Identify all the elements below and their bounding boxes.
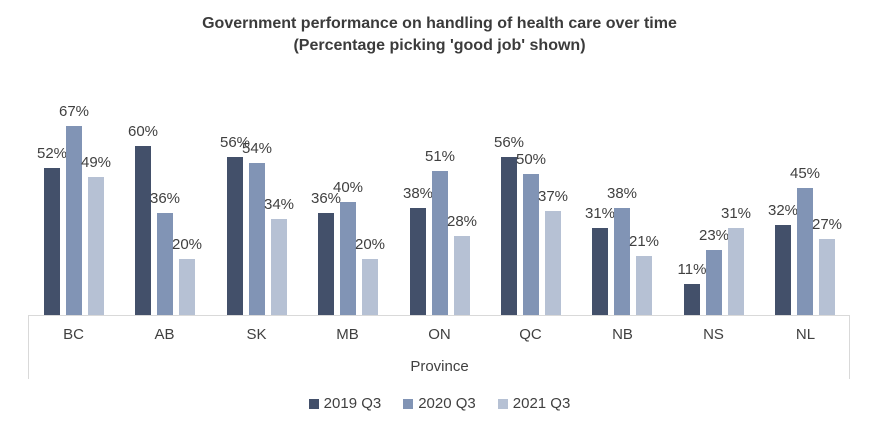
chart-title-line2: (Percentage picking 'good job' shown) xyxy=(293,37,586,54)
data-label-ON-2020-Q3: 51% xyxy=(424,148,456,165)
data-label-MB-2019-Q3: 36% xyxy=(310,190,342,207)
data-label-QC-2019-Q3: 56% xyxy=(493,134,525,151)
data-label-BC-2020-Q3: 67% xyxy=(58,103,90,120)
legend-item-2021-Q3: 2021 Q3 xyxy=(497,395,571,412)
data-label-ON-2019-Q3: 38% xyxy=(402,185,434,202)
x-axis-label-NS: NS xyxy=(703,326,724,343)
bar-ON-2021-Q3 xyxy=(454,236,470,315)
legend: 2019 Q3 2020 Q3 2021 Q3 xyxy=(0,396,879,412)
data-label-NS-2021-Q3: 31% xyxy=(720,205,752,222)
data-label-MB-2020-Q3: 40% xyxy=(332,179,364,196)
legend-label: 2021 Q3 xyxy=(512,395,571,412)
bar-ON-2019-Q3 xyxy=(410,208,426,315)
x-axis-title: Province xyxy=(410,358,469,375)
data-label-AB-2021-Q3: 20% xyxy=(171,236,203,253)
data-label-NS-2019-Q3: 11% xyxy=(677,261,707,278)
bar-ON-2020-Q3 xyxy=(432,171,448,315)
bar-AB-2021-Q3 xyxy=(179,259,195,315)
bar-SK-2020-Q3 xyxy=(249,163,265,315)
bar-BC-2019-Q3 xyxy=(44,168,60,315)
data-label-AB-2019-Q3: 60% xyxy=(127,123,159,140)
bar-NB-2019-Q3 xyxy=(592,228,608,315)
data-label-NB-2020-Q3: 38% xyxy=(606,185,638,202)
bar-NS-2019-Q3 xyxy=(684,284,700,315)
x-axis-line xyxy=(28,315,850,379)
bar-BC-2021-Q3 xyxy=(88,177,104,315)
bar-AB-2020-Q3 xyxy=(157,213,173,315)
bar-BC-2020-Q3 xyxy=(66,126,82,315)
legend-swatch-icon xyxy=(497,399,508,409)
data-label-SK-2020-Q3: 54% xyxy=(241,140,273,157)
bar-SK-2019-Q3 xyxy=(227,157,243,315)
legend-swatch-icon xyxy=(308,399,319,409)
bar-MB-2019-Q3 xyxy=(318,213,334,315)
data-label-NB-2019-Q3: 31% xyxy=(584,205,616,222)
data-label-SK-2021-Q3: 34% xyxy=(263,196,295,213)
bar-NL-2019-Q3 xyxy=(775,225,791,315)
data-label-ON-2021-Q3: 28% xyxy=(446,213,478,230)
data-label-SK-2019-Q3: 56% xyxy=(219,134,251,151)
data-label-AB-2020-Q3: 36% xyxy=(149,190,181,207)
data-label-MB-2021-Q3: 20% xyxy=(354,236,386,253)
x-axis-label-QC: QC xyxy=(519,326,542,343)
bar-AB-2019-Q3 xyxy=(135,146,151,315)
x-axis-label-SK: SK xyxy=(246,326,267,343)
data-label-BC-2019-Q3: 52% xyxy=(36,145,68,162)
chart-title-line1: Government performance on handling of he… xyxy=(202,15,677,32)
chart-title: Government performance on handling of he… xyxy=(0,13,879,57)
x-axis-label-AB: AB xyxy=(154,326,175,343)
bar-SK-2021-Q3 xyxy=(271,219,287,315)
data-label-NL-2019-Q3: 32% xyxy=(767,202,799,219)
x-axis-label-NL: NL xyxy=(795,326,816,343)
x-axis-label-ON: ON xyxy=(428,326,451,343)
data-label-NL-2021-Q3: 27% xyxy=(811,216,843,233)
data-label-NS-2020-Q3: 23% xyxy=(698,227,730,244)
bar-NS-2021-Q3 xyxy=(728,228,744,315)
bar-NL-2020-Q3 xyxy=(797,188,813,315)
data-label-QC-2020-Q3: 50% xyxy=(515,151,547,168)
bar-MB-2020-Q3 xyxy=(340,202,356,315)
bar-NS-2020-Q3 xyxy=(706,250,722,315)
bar-QC-2019-Q3 xyxy=(501,157,517,315)
data-label-QC-2021-Q3: 37% xyxy=(537,188,569,205)
bar-QC-2020-Q3 xyxy=(523,174,539,315)
x-axis-label-BC: BC xyxy=(63,326,84,343)
legend-item-2020-Q3: 2020 Q3 xyxy=(403,396,476,412)
legend-item-2019-Q3: 2019 Q3 xyxy=(308,395,382,412)
x-axis-label-MB: MB xyxy=(336,326,359,343)
data-label-NL-2020-Q3: 45% xyxy=(789,165,821,182)
data-label-BC-2021-Q3: 49% xyxy=(80,154,112,171)
bar-NB-2021-Q3 xyxy=(636,256,652,315)
legend-swatch-icon xyxy=(403,399,414,409)
bar-NL-2021-Q3 xyxy=(819,239,835,315)
bar-QC-2021-Q3 xyxy=(545,211,561,315)
data-label-NB-2021-Q3: 21% xyxy=(628,233,660,250)
x-axis-label-NB: NB xyxy=(612,326,633,343)
legend-label: 2019 Q3 xyxy=(323,395,382,412)
bar-NB-2020-Q3 xyxy=(614,208,630,315)
bar-MB-2021-Q3 xyxy=(362,259,378,315)
legend-label: 2020 Q3 xyxy=(418,395,476,412)
